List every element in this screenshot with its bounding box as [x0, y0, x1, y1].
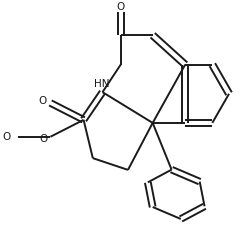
Text: HN: HN — [94, 79, 109, 89]
Text: O: O — [117, 2, 125, 12]
Text: O: O — [3, 132, 11, 142]
Text: O: O — [38, 96, 47, 106]
Text: O: O — [39, 134, 47, 144]
